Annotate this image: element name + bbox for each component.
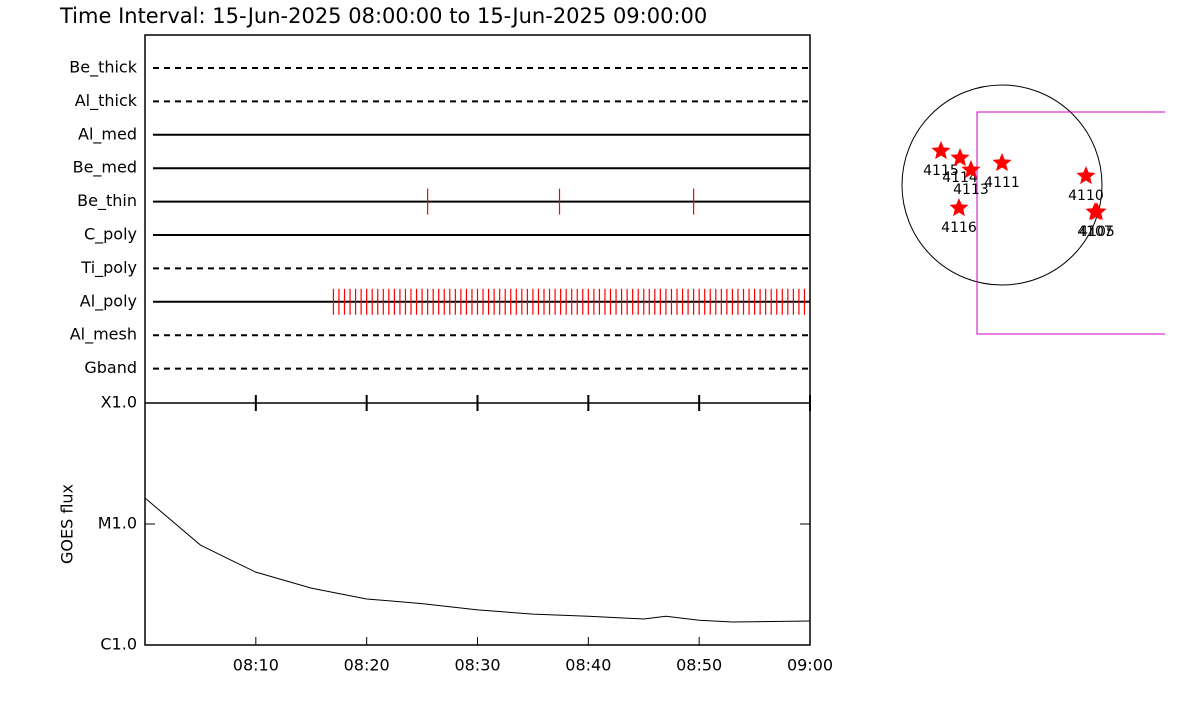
filter-label: Al_poly — [80, 291, 137, 311]
region-label: 4105 — [1079, 224, 1115, 240]
active-region — [1085, 202, 1105, 221]
y-tick-label: M1.0 — [98, 514, 137, 533]
filter-label: Be_thick — [69, 58, 137, 78]
active-region — [1076, 166, 1096, 185]
region-label: 4116 — [941, 220, 977, 236]
x-tick-label: 08:10 — [233, 656, 279, 675]
x-tick-label: 08:50 — [676, 656, 722, 675]
y-tick-label: C1.0 — [100, 635, 137, 654]
filter-label: C_poly — [84, 225, 137, 245]
solar-disk — [901, 84, 1103, 286]
filter-label: Al_thick — [75, 91, 138, 111]
active-region — [949, 198, 969, 217]
active-region — [961, 160, 981, 179]
filter-label: Al_med — [78, 124, 137, 144]
region-label: 4113 — [953, 182, 989, 198]
region-label: 4107 — [1077, 224, 1113, 240]
filter-label: Be_med — [73, 158, 137, 178]
filter-label: Ti_poly — [80, 258, 137, 278]
filter-label: Gband — [84, 358, 137, 377]
goes-curve — [144, 497, 811, 623]
region-label: 4115 — [923, 163, 959, 179]
filter-label: Al_mesh — [70, 325, 137, 345]
region-label: 4111 — [984, 175, 1020, 191]
y-axis-label: GOES flux — [58, 484, 77, 564]
x-tick-label: 08:20 — [344, 656, 390, 675]
filter-label: Be_thin — [77, 191, 137, 211]
active-region — [992, 153, 1012, 172]
y-tick-label: X1.0 — [101, 393, 137, 412]
field-of-view — [976, 111, 1166, 335]
x-tick-label: 08:40 — [565, 656, 611, 675]
active-region — [931, 141, 951, 160]
active-region — [950, 148, 970, 167]
plot-frame — [144, 34, 811, 646]
x-tick-label: 08:30 — [454, 656, 500, 675]
region-label: 4110 — [1068, 188, 1104, 204]
x-tick-label: 09:00 — [787, 656, 833, 675]
chart-title: Time Interval: 15-Jun-2025 08:00:00 to 1… — [59, 4, 707, 28]
